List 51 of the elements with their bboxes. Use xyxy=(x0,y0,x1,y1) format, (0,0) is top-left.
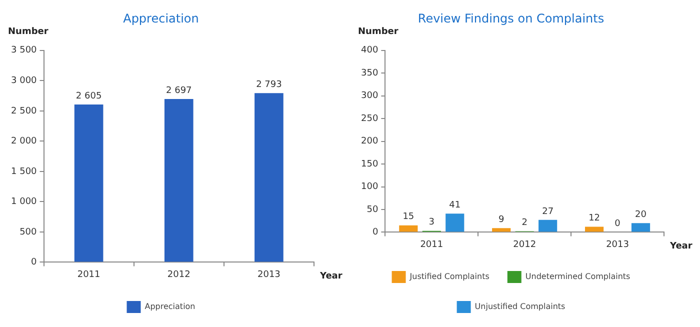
legend-label: Justified Complaints xyxy=(408,272,490,282)
y-tick-label: 0 xyxy=(31,258,38,268)
data-label: 2 697 xyxy=(166,86,192,96)
y-tick-label: 50 xyxy=(366,204,378,215)
y-tick-label: 100 xyxy=(360,182,378,192)
y-tick-label: 400 xyxy=(360,46,378,56)
bar xyxy=(492,228,511,232)
bar xyxy=(585,226,604,232)
x-tick-label: 2013 xyxy=(606,240,629,250)
bar xyxy=(446,214,464,232)
data-label: 2 793 xyxy=(256,80,282,90)
bar xyxy=(399,225,418,232)
legend-label: Appreciation xyxy=(144,302,196,312)
x-tick-label: 2013 xyxy=(258,270,280,280)
y-tick-label: 200 xyxy=(360,136,378,147)
data-label: 20 xyxy=(635,210,647,220)
data-label: 2 605 xyxy=(76,91,102,102)
y-tick-label: 1 500 xyxy=(11,166,38,177)
legend-label: Unjustified Complaints xyxy=(474,302,566,312)
y-tick-label: 500 xyxy=(20,227,38,238)
y-tick-label: 1 000 xyxy=(11,197,38,208)
data-label: 2 xyxy=(522,218,528,228)
bar xyxy=(538,220,558,232)
y-tick-label: 2 500 xyxy=(11,106,38,116)
y-tick-label: 150 xyxy=(360,159,378,170)
y-tick-label: 2 000 xyxy=(11,136,38,147)
data-label: 0 xyxy=(614,219,621,230)
y-tick-label: 3 000 xyxy=(11,76,38,86)
y-tick-label: 250 xyxy=(360,114,378,124)
data-label: 3 xyxy=(428,218,435,228)
chart-title: Appreciation xyxy=(123,11,199,26)
data-label: 41 xyxy=(449,200,461,210)
data-label: 27 xyxy=(542,206,554,217)
y-axis-title: Number xyxy=(358,27,399,38)
x-tick-label: 2012 xyxy=(513,240,536,250)
y-tick-label: 350 xyxy=(360,68,378,78)
y-axis-title: Number xyxy=(8,27,49,38)
bar xyxy=(631,223,650,232)
x-axis-title: Year xyxy=(319,272,343,282)
x-tick-label: 2011 xyxy=(77,270,100,280)
x-tick-label: 2012 xyxy=(167,270,190,280)
y-tick-label: 3 500 xyxy=(11,46,38,56)
data-label: 9 xyxy=(498,214,504,225)
x-tick-label: 2011 xyxy=(420,240,444,250)
legend-label: Undetermined Complaints xyxy=(525,272,630,282)
data-label: 15 xyxy=(402,212,414,222)
data-label: 12 xyxy=(588,214,600,224)
chart-title: Review Findings on Complaints xyxy=(418,11,604,26)
y-tick-label: 300 xyxy=(360,91,378,102)
y-tick-label: 0 xyxy=(372,228,378,238)
x-axis-title: Year xyxy=(669,242,693,252)
